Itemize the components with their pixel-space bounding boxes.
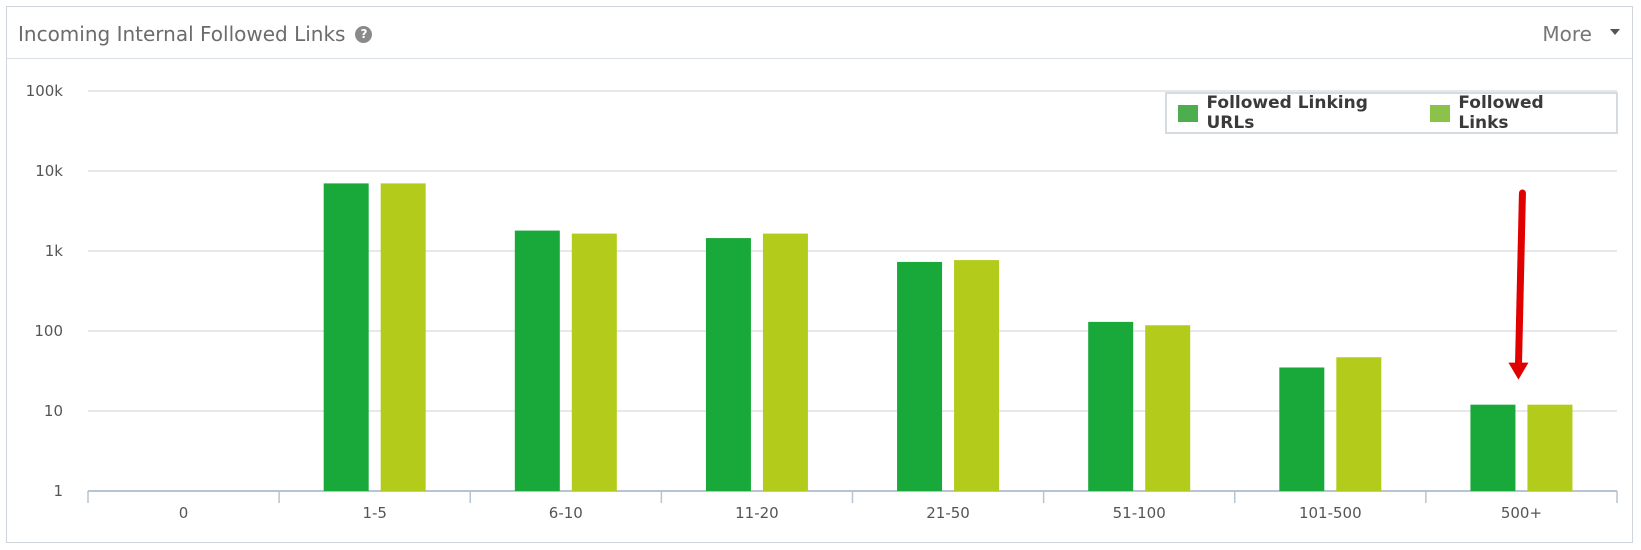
x-tick-label: 51-100 (1113, 504, 1166, 522)
panel-title-text: Incoming Internal Followed Links (18, 22, 346, 46)
bar-series-2 (380, 183, 426, 491)
chevron-down-icon (1610, 29, 1620, 35)
legend-item-series-1[interactable]: Followed Linking URLs (1178, 93, 1398, 133)
annotation-arrow-shaft (1514, 189, 1526, 371)
legend-item-series-2[interactable]: Followed Links (1429, 93, 1584, 133)
x-tick-label: 101-500 (1299, 504, 1362, 522)
bar-series-1 (514, 230, 560, 492)
bar-series-1 (1279, 367, 1325, 491)
bar-series-2 (1145, 325, 1191, 491)
more-button-label: More (1542, 22, 1592, 46)
y-tick-label: 1k (45, 242, 64, 260)
y-tick-label: 10 (44, 402, 63, 420)
x-tick-label: 1-5 (362, 504, 387, 522)
chart-legend: Followed Linking URLs Followed Links (1165, 92, 1618, 134)
annotation-arrow-head (1508, 362, 1529, 380)
panel-header: Incoming Internal Followed Links ? More (7, 7, 1632, 59)
bar-series-2 (1527, 404, 1573, 491)
panel-title: Incoming Internal Followed Links ? (18, 22, 373, 46)
bar-series-1 (897, 261, 943, 491)
y-tick-label: 100 (34, 322, 63, 340)
legend-swatch-series-1 (1178, 104, 1199, 122)
bar-series-2 (762, 233, 808, 491)
legend-label-series-2: Followed Links (1458, 93, 1544, 133)
x-tick-label: 0 (179, 504, 189, 522)
bar-series-1 (705, 238, 751, 491)
more-button[interactable]: More (1542, 22, 1620, 46)
y-tick-label: 100k (26, 82, 64, 100)
legend-label-series-1: Followed Linking URLs (1206, 93, 1368, 133)
y-tick-label: 10k (35, 162, 63, 180)
bar-series-2 (1336, 357, 1382, 491)
bar-series-1 (1470, 404, 1516, 491)
legend-swatch-series-2 (1429, 104, 1451, 122)
x-tick-label: 6-10 (549, 504, 583, 522)
x-tick-label: 11-20 (735, 504, 779, 522)
bar-series-2 (954, 260, 1000, 491)
bar-series-1 (1088, 321, 1134, 491)
bar-series-2 (571, 233, 617, 491)
x-tick-label: 21-50 (926, 504, 970, 522)
help-icon[interactable]: ? (355, 25, 373, 43)
y-tick-label: 1 (53, 482, 63, 500)
bar-series-1 (323, 183, 369, 491)
x-tick-label: 500+ (1501, 504, 1542, 522)
